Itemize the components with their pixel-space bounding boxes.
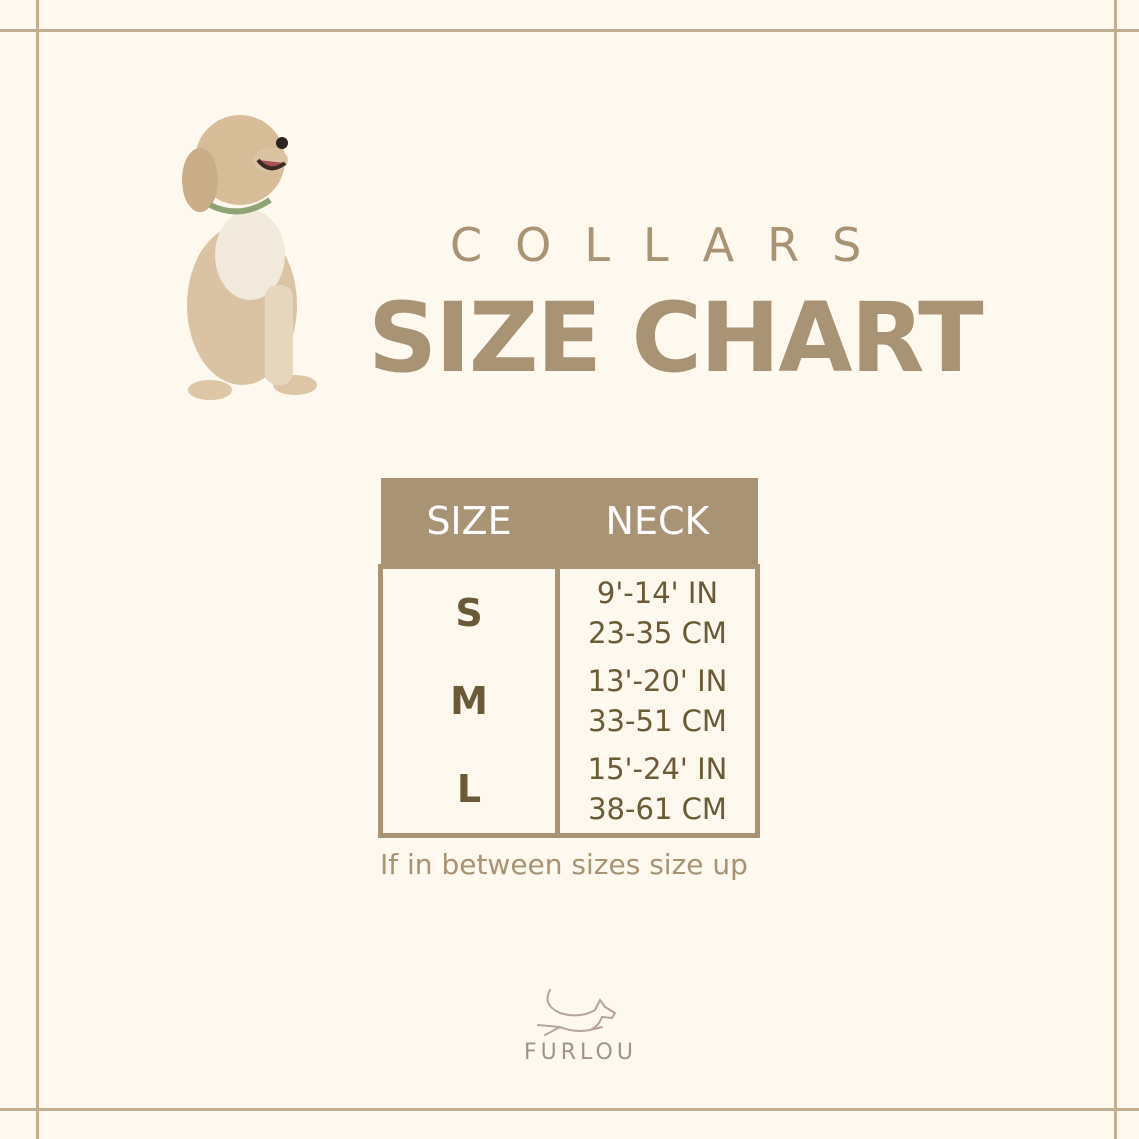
- column-header-neck: NECK: [557, 478, 758, 567]
- sizing-note: If in between sizes size up: [380, 848, 748, 881]
- neck-inches: 13'-20' IN: [587, 664, 728, 698]
- dog-photo: [182, 115, 317, 400]
- neck-cm: 38-61 CM: [588, 792, 727, 826]
- size-cell: S: [380, 566, 560, 657]
- running-dog-logo-icon: [537, 989, 617, 1036]
- neck-inches: 9'-14' IN: [596, 576, 719, 610]
- neck-inches: 15'-24' IN: [587, 752, 728, 786]
- subtitle: COLLARS: [450, 218, 895, 272]
- table-row: L 15'-24' IN 38-61 CM: [380, 745, 758, 836]
- neck-cm: 23-35 CM: [588, 616, 727, 650]
- size-cell: M: [380, 657, 560, 745]
- table-row: S 9'-14' IN 23-35 CM: [380, 566, 758, 658]
- brand-name: FURLOU: [524, 1040, 637, 1065]
- size-cell: L: [380, 745, 560, 836]
- table-row: M 13'-20' IN 33-51 CM: [380, 657, 758, 745]
- neck-cell: 9'-14' IN 23-35 CM: [558, 567, 758, 658]
- neck-cell: 15'-24' IN 38-61 CM: [558, 745, 758, 836]
- frame-right-line: [1114, 0, 1117, 1139]
- frame-bottom-line: [0, 1108, 1139, 1111]
- frame-left-line: [36, 0, 39, 1139]
- frame-top-line: [0, 29, 1139, 32]
- size-table: SIZE NECK S 9'-14' IN 23-35 CM M 13'-20' …: [378, 478, 760, 838]
- column-header-size: SIZE: [380, 478, 558, 567]
- neck-cell: 13'-20' IN 33-51 CM: [558, 657, 758, 745]
- neck-cm: 33-51 CM: [588, 704, 727, 738]
- page-title: SIZE CHART: [368, 282, 984, 394]
